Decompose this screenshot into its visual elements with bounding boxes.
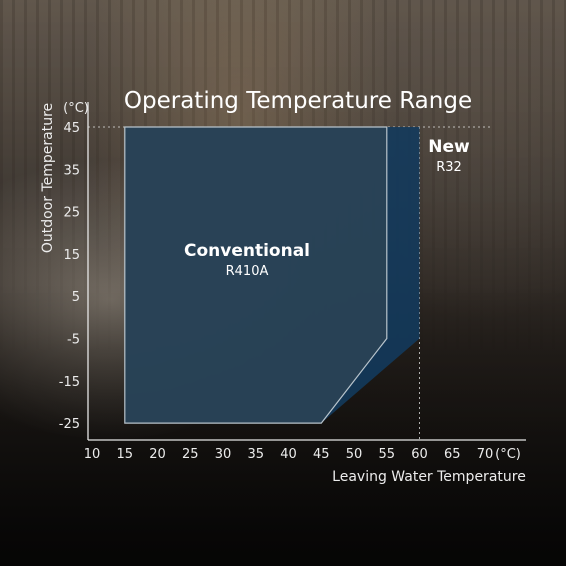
x-tick-label: 50	[346, 447, 363, 462]
y-tick-label: 45	[63, 121, 80, 136]
new-refrigerant-label: R32	[436, 160, 462, 175]
y-tick-label: 15	[63, 248, 80, 263]
y-tick-label: 35	[63, 163, 80, 178]
chart-title: Operating Temperature Range	[124, 88, 472, 114]
x-tick-label: 45	[313, 447, 330, 462]
y-tick-label: -5	[67, 333, 80, 348]
y-tick-label: 25	[63, 206, 80, 221]
x-tick-label: 30	[215, 447, 232, 462]
x-tick-label: 25	[182, 447, 199, 462]
x-tick-label: 40	[280, 447, 297, 462]
x-tick-label: 20	[149, 447, 166, 462]
y-tick-labels: 45 35 25 15 5 -5 -15 -25	[59, 121, 80, 432]
x-tick-label: 35	[247, 447, 264, 462]
x-tick-label: 70	[477, 447, 494, 462]
conventional-label: Conventional	[184, 241, 310, 261]
y-tick-label: 5	[72, 290, 80, 305]
x-unit-label: (°C)	[495, 447, 521, 462]
x-tick-label: 55	[378, 447, 395, 462]
x-tick-label: 15	[116, 447, 133, 462]
y-tick-label: -15	[59, 375, 80, 390]
y-axis-title: Outdoor Temperature	[40, 103, 56, 253]
x-tick-labels: 10 15 20 25 30 35 40 45 50 55 60 65 70	[84, 447, 494, 462]
x-axis-title: Leaving Water Temperature	[332, 469, 526, 485]
x-tick-label: 60	[411, 447, 428, 462]
conventional-refrigerant-label: R410A	[226, 264, 269, 279]
y-unit-label: (°C)	[63, 101, 89, 116]
y-tick-label: -25	[59, 417, 80, 432]
region-conventional-r410a	[124, 126, 388, 424]
new-label: New	[428, 137, 470, 157]
x-tick-label: 65	[444, 447, 461, 462]
x-tick-label: 10	[84, 447, 101, 462]
